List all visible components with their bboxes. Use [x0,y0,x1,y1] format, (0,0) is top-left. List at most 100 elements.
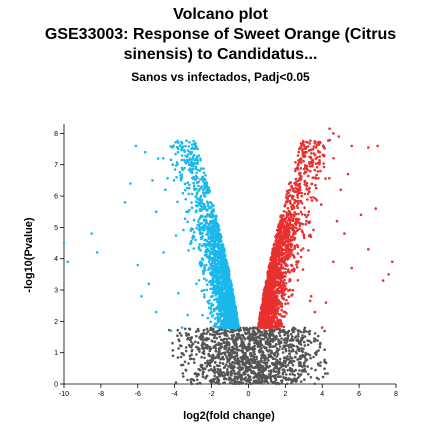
data-point [216,282,219,285]
data-point [296,154,300,157]
data-point [232,297,235,301]
data-point [303,335,307,338]
data-point [294,356,297,359]
data-point [254,340,258,344]
data-point [207,189,210,193]
data-point [283,261,286,265]
data-point [295,335,298,338]
data-point [197,154,201,157]
data-point [201,231,204,235]
data-point [278,224,281,227]
data-point [288,271,292,274]
data-point [213,223,217,226]
data-point [255,381,258,384]
data-point [270,322,273,326]
data-point [217,233,220,237]
data-point [176,200,179,204]
data-point [203,206,207,210]
data-point [283,315,287,318]
data-point [208,332,212,336]
data-point [209,206,212,210]
data-point [203,195,207,198]
data-point [298,182,302,186]
data-point [189,380,193,384]
data-point [272,370,276,373]
data-point [221,307,225,310]
data-point [211,328,214,332]
data-point [290,215,293,219]
data-point [216,353,219,357]
data-point [219,342,222,346]
data-point [238,335,242,338]
data-point [189,152,193,155]
data-point [302,167,306,171]
data-point [221,362,225,365]
data-point [180,158,184,162]
data-point [283,242,286,246]
data-point [291,293,294,296]
data-point [277,339,281,343]
data-point [306,343,310,347]
data-point [275,288,279,291]
data-point [319,361,322,364]
data-point [232,351,235,355]
data-point [300,349,304,353]
data-point [191,146,194,149]
data-point [261,371,265,374]
data-point [201,337,204,341]
data-point [307,174,310,178]
data-point [195,334,198,338]
chart-subtitle-2: Sanos vs infectados, Padj<0.05 [131,70,310,84]
data-point [208,280,211,284]
data-point [251,382,255,385]
data-point [312,145,316,148]
data-point [202,188,205,192]
data-point [284,236,287,239]
data-point [221,264,224,268]
data-point [293,182,296,185]
data-point [237,373,240,376]
data-point [251,330,255,333]
data-point [219,259,222,263]
data-point [316,170,320,173]
data-point [199,335,202,338]
data-point [251,348,254,352]
data-point [261,368,265,372]
data-point [306,168,310,172]
data-point [302,347,305,351]
data-point [192,357,196,361]
data-point [215,279,219,283]
data-point [296,217,299,221]
data-point [246,379,249,382]
data-point [236,380,239,383]
data-point [244,376,248,379]
data-point [192,247,196,250]
data-point [199,178,202,181]
data-point [277,306,280,309]
data-point [227,341,231,345]
data-point [186,220,189,224]
data-point [314,183,317,187]
data-point [288,221,292,224]
data-point [293,244,297,248]
data-point [291,339,295,342]
data-point [271,250,274,253]
data-point [273,328,276,332]
data-point [211,271,214,274]
data-point [267,353,271,357]
data-point [171,354,175,358]
data-point [223,250,226,253]
data-point [243,327,246,330]
data-point [278,357,282,361]
data-point [281,267,285,270]
data-point [216,377,219,381]
data-point [185,139,188,142]
data-point [240,375,243,379]
data-point [289,243,292,247]
data-point [294,199,298,203]
data-point [226,288,229,292]
data-point [293,236,297,240]
data-point [232,334,236,337]
